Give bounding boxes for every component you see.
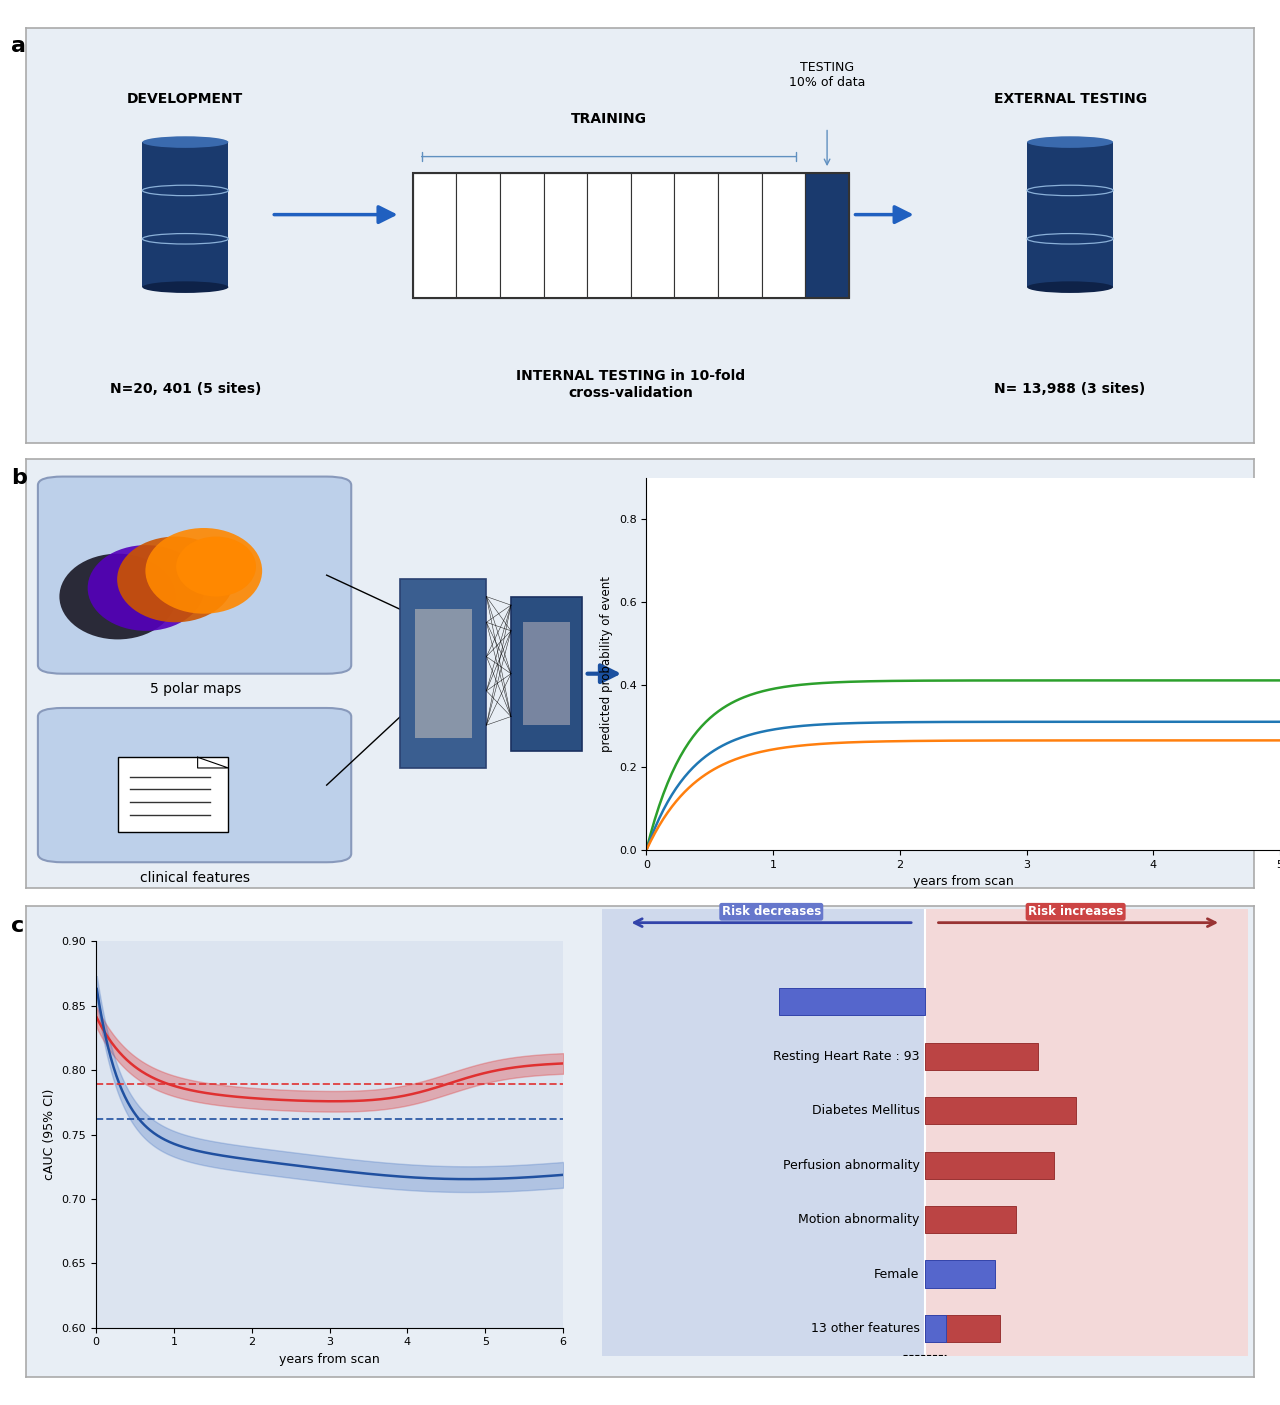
Bar: [924, 1260, 995, 1288]
Bar: [780, 988, 924, 1016]
Text: 13 other features: 13 other features: [810, 1322, 919, 1335]
Text: clinical features: clinical features: [141, 871, 250, 885]
Ellipse shape: [1027, 281, 1114, 294]
Text: Risk increases: Risk increases: [1028, 905, 1124, 919]
Ellipse shape: [118, 537, 234, 622]
Bar: [805, 173, 849, 298]
Text: Age : 41: Age : 41: [867, 995, 919, 1009]
Bar: [631, 173, 675, 298]
X-axis label: years from scan: years from scan: [913, 875, 1014, 888]
Bar: [675, 173, 718, 298]
Text: DEVELOPMENT: DEVELOPMENT: [127, 91, 243, 105]
Ellipse shape: [59, 554, 177, 639]
Text: Perfusion abnormality: Perfusion abnormality: [782, 1159, 919, 1172]
Text: INTERNAL TESTING in 10-fold
cross-validation: INTERNAL TESTING in 10-fold cross-valida…: [516, 370, 745, 399]
FancyBboxPatch shape: [38, 476, 351, 673]
Bar: [415, 610, 471, 738]
Bar: [924, 1097, 1075, 1124]
Ellipse shape: [1027, 136, 1114, 148]
Bar: [142, 142, 228, 287]
Y-axis label: cAUC (95% CI): cAUC (95% CI): [44, 1089, 56, 1180]
Bar: [588, 173, 631, 298]
Text: TESTING
10% of data: TESTING 10% of data: [788, 62, 865, 90]
Text: Resting Heart Rate : 93: Resting Heart Rate : 93: [773, 1050, 919, 1062]
Bar: [718, 173, 762, 298]
Bar: [924, 909, 1248, 1356]
Bar: [924, 1152, 1055, 1179]
Text: Risk decreases: Risk decreases: [722, 905, 820, 919]
Bar: [412, 173, 849, 298]
Bar: [118, 757, 228, 832]
Text: c: c: [10, 916, 24, 936]
Bar: [602, 909, 924, 1356]
Bar: [762, 173, 805, 298]
Text: Motion abnormality: Motion abnormality: [797, 1213, 919, 1227]
X-axis label: years from scan: years from scan: [279, 1353, 380, 1366]
Text: N= 13,988 (3 sites): N= 13,988 (3 sites): [995, 382, 1146, 396]
Ellipse shape: [142, 136, 228, 148]
Bar: [924, 1205, 1016, 1234]
Bar: [500, 173, 544, 298]
Ellipse shape: [177, 537, 256, 597]
Bar: [924, 1315, 946, 1342]
Bar: [1027, 142, 1114, 287]
Ellipse shape: [87, 545, 205, 631]
Ellipse shape: [142, 281, 228, 294]
Text: TRAINING: TRAINING: [571, 112, 646, 126]
Bar: [456, 173, 500, 298]
Bar: [524, 622, 570, 725]
FancyBboxPatch shape: [38, 708, 351, 863]
Y-axis label: predicted probability of event: predicted probability of event: [600, 576, 613, 752]
Text: EXTERNAL TESTING: EXTERNAL TESTING: [993, 91, 1147, 105]
Text: Female: Female: [874, 1267, 919, 1280]
Bar: [412, 173, 456, 298]
Text: Diabetes Mellitus: Diabetes Mellitus: [812, 1104, 919, 1117]
Bar: [924, 1043, 1038, 1069]
Bar: [511, 597, 582, 750]
Text: b: b: [10, 468, 27, 488]
Bar: [924, 1315, 1000, 1342]
Text: N=20, 401 (5 sites): N=20, 401 (5 sites): [110, 382, 261, 396]
Bar: [544, 173, 588, 298]
Bar: [401, 579, 486, 769]
Text: 5 polar maps: 5 polar maps: [150, 683, 241, 697]
Text: a: a: [10, 37, 26, 56]
Ellipse shape: [146, 528, 262, 614]
